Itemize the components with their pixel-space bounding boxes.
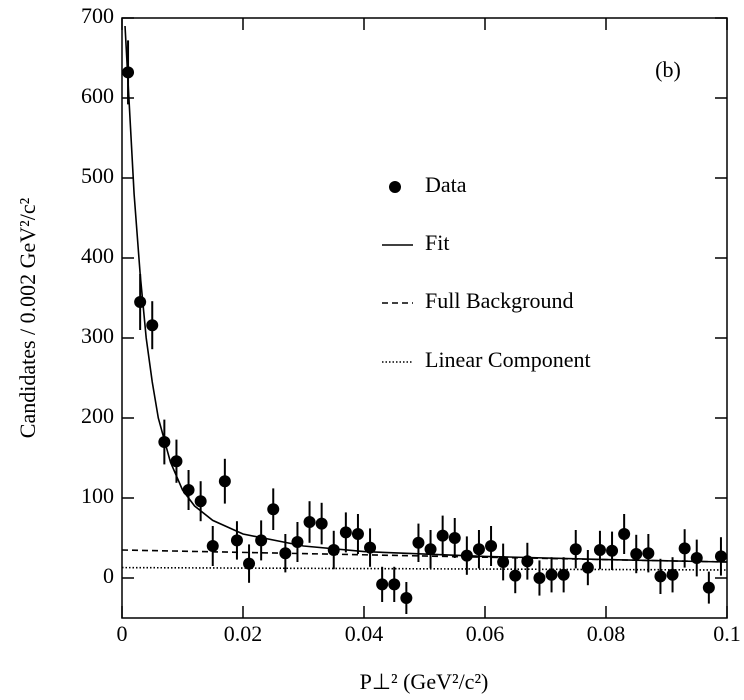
data-point <box>618 528 631 540</box>
data-point <box>436 529 449 542</box>
y-tick-label: 0 <box>103 563 114 588</box>
data-point <box>206 540 219 552</box>
data-point <box>315 517 328 530</box>
data-point <box>327 544 340 556</box>
fit-line <box>124 25 728 563</box>
data-point <box>569 543 582 556</box>
legend-label: Linear Component <box>425 347 591 372</box>
data-point <box>388 578 401 591</box>
fit-line <box>121 549 728 563</box>
data-point <box>412 536 425 549</box>
y-tick-label: 500 <box>81 163 114 188</box>
data-point <box>557 568 570 581</box>
data-point <box>714 550 727 563</box>
data-point <box>642 547 655 560</box>
legend-label: Data <box>425 172 467 197</box>
data-point <box>400 592 413 604</box>
x-tick-label: 0.02 <box>224 621 263 646</box>
data-point <box>424 543 437 556</box>
data-point <box>146 319 159 332</box>
data-point <box>678 542 691 555</box>
y-tick-label: 700 <box>81 3 114 28</box>
data-point <box>218 475 231 488</box>
data-point <box>339 526 352 539</box>
data-point <box>581 561 594 574</box>
data-point <box>630 548 643 560</box>
y-tick-label: 600 <box>81 83 114 108</box>
data-point <box>243 557 256 570</box>
data-point <box>230 534 243 547</box>
data-point <box>497 556 510 568</box>
data-point <box>303 516 316 528</box>
x-tick-label: 0.1 <box>713 621 741 646</box>
data-point <box>182 484 195 496</box>
data-point <box>194 495 207 508</box>
y-tick-label: 200 <box>81 403 114 428</box>
y-tick-label: 300 <box>81 323 114 348</box>
data-point <box>448 532 461 544</box>
panel-label: (b) <box>655 57 681 82</box>
y-tick-label: 100 <box>81 483 114 508</box>
data-point <box>593 544 606 556</box>
y-tick-label: 400 <box>81 243 114 268</box>
data-point <box>509 569 522 582</box>
y-axis-label: Candidates / 0.002 GeV²/c² <box>15 197 40 438</box>
x-tick-label: 0.04 <box>345 621 384 646</box>
data-point <box>606 544 619 557</box>
x-axis-label: P⊥² (GeV²/c²) <box>360 669 489 694</box>
data-point <box>376 578 389 591</box>
data-point <box>351 528 364 540</box>
data-point <box>485 540 498 552</box>
data-point <box>364 541 377 554</box>
x-tick-label: 0 <box>117 621 128 646</box>
data-point <box>654 570 667 583</box>
legend-label: Full Background <box>425 288 574 313</box>
x-tick-label: 0.06 <box>466 621 505 646</box>
legend-marker <box>389 181 401 193</box>
x-tick-label: 0.08 <box>587 621 626 646</box>
data-point <box>666 568 679 581</box>
fit-line <box>121 566 728 571</box>
data-point <box>170 455 183 468</box>
data-point <box>702 581 715 594</box>
plot-frame <box>121 17 728 619</box>
data-point <box>472 543 485 556</box>
data-point <box>267 503 280 516</box>
data-point <box>134 296 147 308</box>
data-point <box>545 568 558 581</box>
data-point <box>533 572 546 584</box>
legend-label: Fit <box>425 230 449 255</box>
